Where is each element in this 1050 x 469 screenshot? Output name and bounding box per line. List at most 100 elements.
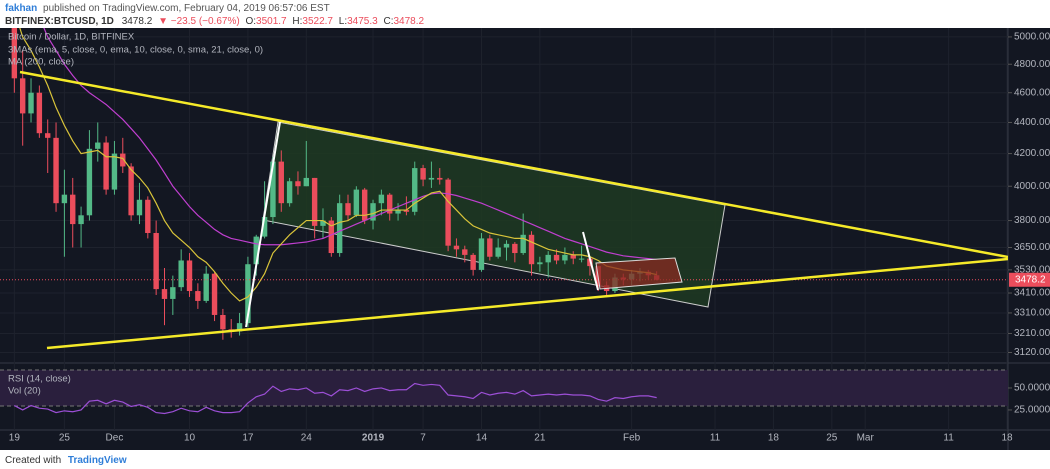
x-tick-label: 2019 <box>362 433 385 444</box>
y-tick-label: 3410.00 <box>1014 288 1050 299</box>
indicator-label: 3MAs (ema, 5, close, 0, ema, 10, close, … <box>8 45 263 56</box>
candle-body <box>236 323 243 332</box>
price-tag-label: 3478.2 <box>1015 274 1046 285</box>
published: published on TradingView.com, February 0… <box>43 3 330 14</box>
candle-body <box>570 254 576 259</box>
y-tick-label: 4200.00 <box>1014 148 1050 159</box>
box-drawing <box>595 257 683 290</box>
x-tick-label: Feb <box>623 433 641 444</box>
candle-body <box>195 291 201 301</box>
candle-body <box>153 233 159 290</box>
x-tick-label: 18 <box>1001 433 1013 444</box>
candle-body <box>45 133 51 138</box>
candle-body <box>186 260 193 292</box>
y-tick-label: 3800.00 <box>1014 215 1050 226</box>
candle-body <box>170 287 176 299</box>
indicator-label: MA (200, close) <box>8 57 74 68</box>
candle-body <box>70 194 76 225</box>
x-tick-label: Mar <box>857 433 875 444</box>
x-tick-label: Dec <box>106 433 124 444</box>
trendline <box>19 70 1008 259</box>
candle-body <box>361 189 368 221</box>
candle-body <box>78 215 84 225</box>
footer-text: Created with <box>5 455 61 466</box>
candle-body <box>553 254 560 261</box>
candle-body <box>378 194 385 204</box>
candle-body <box>328 220 335 254</box>
x-tick-label: 11 <box>943 433 954 444</box>
candle-body <box>178 260 184 288</box>
y-tick-label: 5000.00 <box>1014 32 1050 43</box>
drawings-top <box>19 70 1008 350</box>
candle-body <box>428 177 435 180</box>
candle-body <box>145 199 151 234</box>
y-tick-label: 3650.00 <box>1014 242 1050 253</box>
candle-body <box>462 249 468 255</box>
candle-body <box>395 210 401 214</box>
candle-body <box>370 203 376 221</box>
footer: Created with TradingView <box>5 455 127 466</box>
candle-body <box>120 153 126 167</box>
candle-body <box>111 153 118 190</box>
author[interactable]: fakhan <box>5 3 37 14</box>
vol-title: Vol (20) <box>8 386 41 397</box>
candle-body <box>128 166 134 216</box>
candle-body <box>270 161 276 218</box>
rsi-band <box>0 370 1008 406</box>
symbol: BITFINEX:BTCUSD, 1D <box>5 16 114 27</box>
last-price: 3478.2 <box>122 16 153 27</box>
candle-body <box>61 194 68 204</box>
candle-body <box>320 220 326 226</box>
trendline <box>46 257 1008 350</box>
candle-body <box>503 243 510 248</box>
ohlc-label: C: <box>384 16 394 27</box>
candle-body <box>545 254 551 263</box>
x-tick-label: 18 <box>768 433 780 444</box>
candle-body <box>495 247 501 257</box>
candle-body <box>220 314 226 330</box>
candle-body <box>19 78 26 114</box>
candle-body <box>11 28 18 79</box>
x-tick-label: 7 <box>420 433 426 444</box>
y-tick-label: 4600.00 <box>1014 87 1050 98</box>
candle-body <box>420 168 426 180</box>
y-tick-label: 3530.00 <box>1014 265 1050 276</box>
candle-body <box>278 161 284 204</box>
candle-body <box>303 177 309 187</box>
x-tick-label: 10 <box>184 433 196 444</box>
candle-body <box>520 234 526 254</box>
ohlc-value: 3475.3 <box>347 16 378 27</box>
x-tick-label: 24 <box>301 433 313 444</box>
candle-body <box>86 148 93 216</box>
candle-body <box>311 177 318 226</box>
candle-body <box>345 203 351 216</box>
candle-body <box>295 181 301 187</box>
candle-body <box>437 177 443 180</box>
candle-body <box>245 264 251 324</box>
y-tick-label: 50.0000 <box>1014 383 1050 394</box>
candle-body <box>478 238 485 270</box>
candle-body <box>211 273 218 315</box>
candle-body <box>336 203 343 254</box>
candle-body <box>578 258 585 260</box>
candle-body <box>136 199 143 216</box>
y-tick-label: 25.0000 <box>1014 405 1050 416</box>
footer-brand[interactable]: TradingView <box>68 455 127 466</box>
rsi-line <box>14 382 657 415</box>
header-line: fakhan published on TradingView.com, Feb… <box>5 3 330 14</box>
candle-body <box>353 189 360 216</box>
candle-body <box>412 168 418 212</box>
candle-body <box>95 142 101 149</box>
candle-body <box>36 92 43 134</box>
flag-pole <box>582 231 599 291</box>
x-tick-label: 14 <box>476 433 488 444</box>
x-tick-label: 21 <box>534 433 546 444</box>
x-tick-label: 25 <box>59 433 71 444</box>
y-tick-label: 4000.00 <box>1014 181 1050 192</box>
x-tick-label: 25 <box>826 433 838 444</box>
ohlc-label: H: <box>292 16 302 27</box>
ohlc-label: O: <box>245 16 256 27</box>
candle-body <box>387 194 393 214</box>
